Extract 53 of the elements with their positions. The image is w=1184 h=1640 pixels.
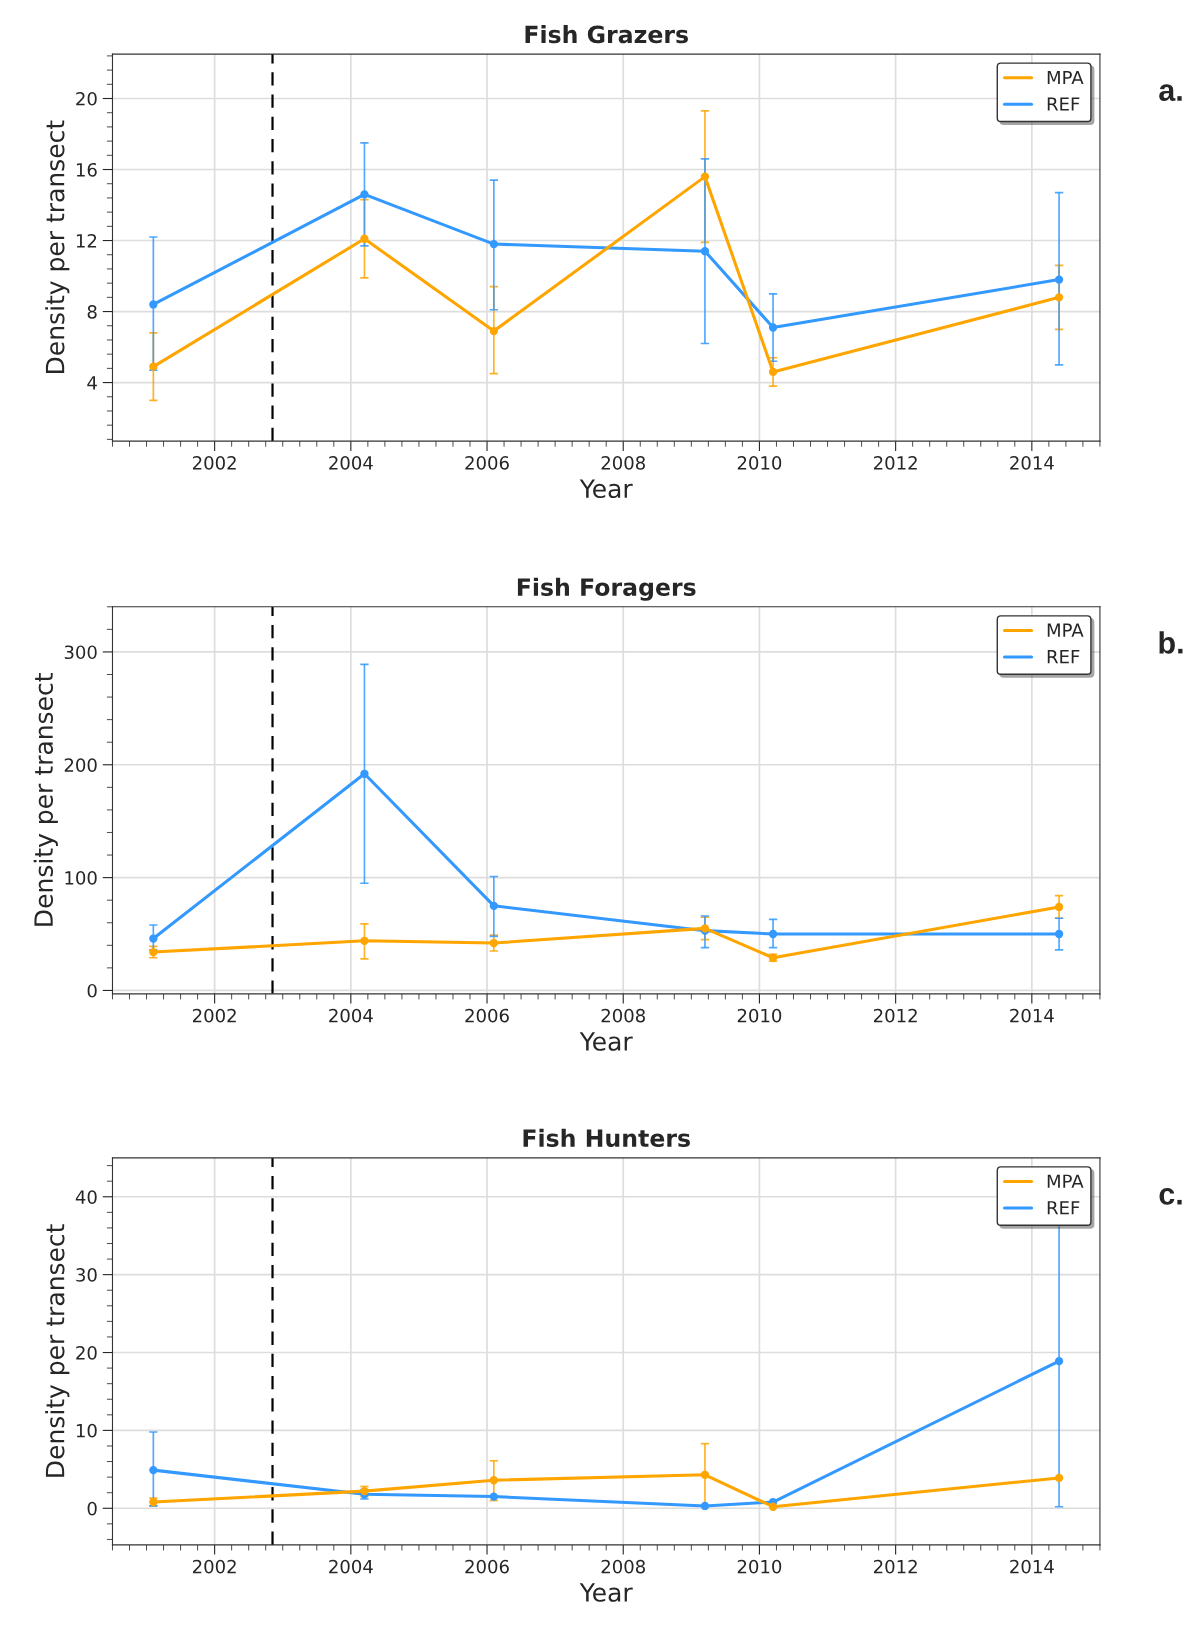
text: c. [1159,1188,1182,1205]
x-tick-label: 2008 [601,1008,645,1023]
x-tick-label: 2010 [737,456,782,470]
y-axis-title: Density per transect [33,673,58,926]
chart-title: Fish Grazers [525,25,688,44]
y-tick-label: 300 [64,645,97,660]
x-tick-label: 2014 [1010,1559,1054,1574]
x-tick-label: 2012 [873,1559,917,1574]
y-tick-label: 0 [87,983,97,998]
y-tick-label: 8 [87,305,97,319]
y-tick-label: 10 [76,1423,97,1438]
x-axis-title: Year [579,1583,633,1602]
x-axis-title: Year [579,1032,633,1051]
y-tick-label: 20 [76,1345,97,1360]
text: b. [1159,631,1183,654]
y-tick-label: 16 [76,162,97,177]
y-tick-label: 100 [65,871,97,885]
x-tick-label: 2012 [873,1008,917,1023]
x-tick-label: 2014 [1010,1008,1054,1023]
y-tick-label: 0 [87,1501,97,1516]
legend-label: REF [1047,1201,1080,1215]
text: a. [1159,84,1182,102]
x-tick-label: 2006 [465,1008,509,1023]
y-tick-label: 200 [64,758,97,772]
x-axis-title: Year [579,479,633,499]
x-tick-label: 2006 [465,456,509,470]
chart-title: Fish Hunters [523,1128,690,1148]
legend-label: MPA [1047,623,1084,637]
y-tick-label: 4 [87,376,97,390]
y-tick-label: 20 [76,91,97,106]
y-tick-label: 30 [76,1268,97,1282]
legend-label: REF [1047,97,1080,111]
x-tick-label: 2006 [465,1559,509,1574]
x-tick-label: 2004 [329,456,373,470]
x-tick-label: 2014 [1010,456,1054,470]
chart-title: Fish Foragers [517,577,696,601]
y-tick-label: 40 [75,1190,97,1204]
legend-label: MPA [1047,1174,1084,1188]
x-tick-label: 2008 [601,456,645,470]
y-axis-title: Density per transect [45,120,70,374]
x-tick-label: 2002 [192,1008,236,1023]
x-tick-label: 2008 [601,1559,645,1574]
x-tick-label: 2010 [737,1559,782,1574]
legend-label: MPA [1047,70,1084,85]
y-tick-label: 12 [76,234,97,248]
legend-label: REF [1047,650,1080,664]
x-tick-label: 2012 [873,456,917,470]
y-axis-title: Density per transect [45,1224,70,1477]
x-tick-label: 2004 [329,1559,373,1574]
x-tick-label: 2002 [192,1559,236,1574]
x-tick-label: 2010 [737,1008,782,1023]
x-tick-label: 2002 [192,456,236,470]
x-tick-label: 2004 [329,1008,373,1023]
